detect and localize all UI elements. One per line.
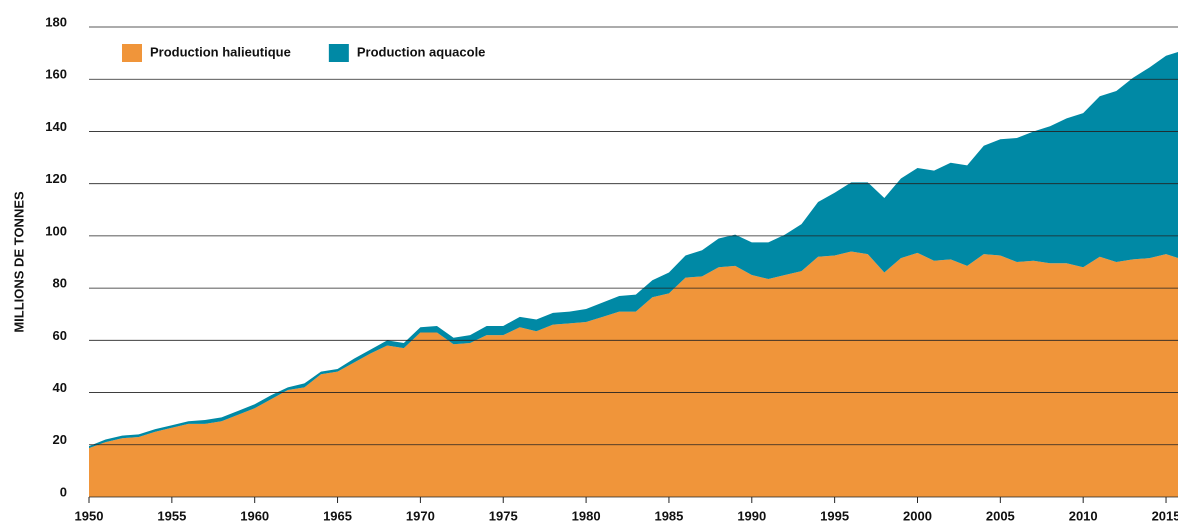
y-tick-label: 20	[53, 432, 67, 447]
area	[89, 51, 1178, 449]
x-tick-label: 1950	[75, 508, 104, 523]
legend-label: Production halieutique	[150, 44, 291, 59]
x-tick-label: 2000	[903, 508, 932, 523]
x-tick-label: 2005	[986, 508, 1015, 523]
y-tick-label: 180	[45, 14, 67, 29]
y-tick-label: 40	[53, 380, 67, 395]
y-axis-label: MILLIONS DE TONNES	[11, 191, 26, 333]
x-tick-label: 2015	[1152, 508, 1178, 523]
x-tick-label: 1995	[820, 508, 849, 523]
x-tick-label: 1985	[654, 508, 683, 523]
x-tick-label: 1990	[737, 508, 766, 523]
y-tick-label: 0	[60, 484, 67, 499]
area	[89, 251, 1178, 497]
x-tick-label: 1980	[572, 508, 601, 523]
x-tick-label: 1955	[157, 508, 186, 523]
x-tick-label: 2010	[1069, 508, 1098, 523]
x-tick-label: 1965	[323, 508, 352, 523]
y-tick-label: 80	[53, 276, 67, 291]
legend-swatch	[328, 44, 349, 62]
y-tick-label: 160	[45, 67, 67, 82]
legend-label: Production aquacole	[357, 44, 486, 59]
y-tick-label: 120	[45, 171, 67, 186]
legend-swatch	[122, 44, 142, 62]
x-tick-label: 1970	[406, 508, 435, 523]
y-tick-label: 100	[45, 223, 67, 238]
x-tick-label: 1975	[489, 508, 518, 523]
y-tick-label: 140	[45, 119, 67, 134]
x-tick-label: 1960	[240, 508, 269, 523]
y-tick-label: 60	[53, 328, 67, 343]
